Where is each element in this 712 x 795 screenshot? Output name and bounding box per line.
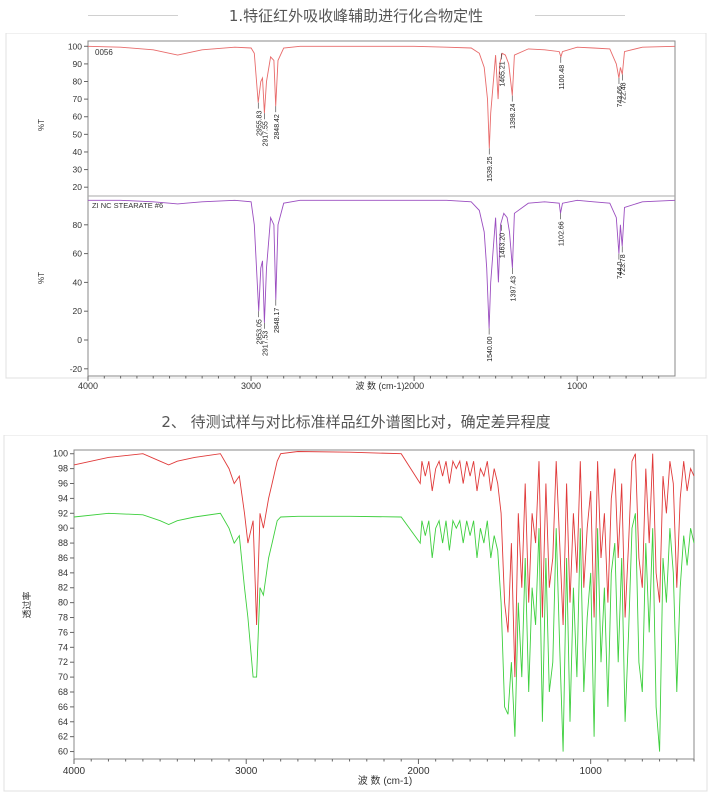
chart1-plot-frame: [87, 40, 676, 377]
chart2-plot-frame: [73, 449, 695, 760]
chart1-xtick-label: 3000: [241, 381, 261, 391]
chart1-reference-series: [88, 199, 676, 329]
chart1-top-ytick-label: 80: [73, 77, 83, 87]
chart2-ytick-label: 96: [58, 479, 68, 489]
chart1-bottom-peak-label: 1102.66: [558, 221, 565, 246]
chart2-ytick-label: 98: [58, 464, 68, 474]
chart1-bottom-ytick-label: -20: [70, 364, 83, 374]
chart1-top-peak-label: 2955.83: [256, 111, 263, 136]
chart2-ytick-label: 100: [53, 449, 68, 459]
chart2-ytick-label: 74: [58, 642, 68, 652]
chart2-xlabel: 波 数 (cm-1): [358, 774, 412, 787]
chart1-top-peak-label: 722.48: [620, 82, 627, 104]
chart2-ytick-label: 70: [58, 672, 68, 682]
chart1-top-ylabel: %T: [37, 119, 46, 131]
section1-rule-left: [88, 15, 178, 16]
chart2-xtick-label: 2000: [407, 766, 430, 777]
chart1-top-ytick-label: 100: [68, 41, 82, 51]
chart1-sample-series: [87, 45, 676, 149]
chart2-reference-series: [73, 512, 695, 752]
chart2-ytick-label: 60: [58, 747, 68, 757]
chart1-border: [5, 33, 707, 379]
chart2-ytick-label: 72: [58, 657, 68, 667]
chart1-bottom-peak-label: 2917.53: [263, 331, 270, 356]
chart1-xtick-label: 4000: [78, 381, 98, 391]
chart2-ytick-label: 92: [58, 508, 68, 518]
chart2-ytick-label: 82: [58, 583, 68, 593]
chart2-ytick-label: 88: [58, 538, 68, 548]
chart2-ytick-label: 80: [58, 598, 68, 608]
section2-title: 2、 待测试样与对比标准样品红外谱图比对，确定差异程度: [0, 411, 712, 432]
chart2-ytick-label: 78: [58, 613, 68, 623]
chart1-bottom-ytick-label: 20: [73, 306, 83, 316]
chart1-top-ytick-label: 20: [73, 182, 83, 192]
chart1-bottom-ytick-label: 80: [73, 220, 83, 230]
chart1-top-peak-label: 2917.55: [262, 121, 269, 146]
chart1-top-peak-label: 1100.48: [559, 65, 566, 90]
chart2-ytick-label: 66: [58, 702, 68, 712]
chart2-sample-series: [73, 451, 695, 678]
chart1-ir-spectrum: 20 30 40 50 60 70 80 90 100 -20 0 20 40 60 80 4000 3000 2…: [5, 33, 707, 391]
chart2-xtick-label: 1000: [580, 766, 603, 777]
chart1-bottom-ytick-label: 60: [73, 249, 83, 259]
chart2-ytick-label: 90: [58, 523, 68, 533]
chart1-top-ytick-label: 50: [73, 129, 83, 139]
chart1-top-ytick-label: 70: [73, 94, 83, 104]
chart1-xtick-label: 2000: [404, 381, 424, 391]
chart2-ytick-label: 64: [58, 717, 68, 727]
section1-title: 1.特征红外吸收峰辅助进行化合物定性: [0, 5, 712, 26]
chart1-bottom-peak-label: 723.78: [620, 254, 627, 276]
chart2-ytick-label: 94: [58, 493, 68, 503]
chart1-bottom-ytick-label: 40: [73, 277, 83, 287]
chart2-ytick-label: 68: [58, 687, 68, 697]
chart2-xtick-label: 3000: [235, 766, 258, 777]
chart2-border: [3, 435, 708, 792]
chart1-top-ytick-label: 40: [73, 147, 83, 157]
chart2-xtick-label: 4000: [63, 766, 86, 777]
section1-title-text: 1.特征红外吸收峰辅助进行化合物定性: [228, 7, 484, 25]
chart1-sample-label: 0056: [95, 48, 113, 57]
chart1-bottom-peak-label: 1463.20: [500, 233, 507, 258]
chart2-ir-comparison: 60 62 64 66 68 70 72 74 76 78 80 82 84 86 88 90 92 94 96 98…: [3, 435, 708, 792]
chart1-bottom-peak-label: 1540.00: [487, 336, 494, 361]
chart1-xtick-label: 1000: [567, 381, 587, 391]
chart1-xlabel: 波 数 (cm-1): [356, 380, 405, 391]
section2-title-text: 2、 待测试样与对比标准样品红外谱图比对，确定差异程度: [161, 413, 551, 431]
chart2-ytick-label: 86: [58, 553, 68, 563]
chart2-ytick-label: 84: [58, 568, 68, 578]
chart1-bottom-ylabel: %T: [37, 272, 46, 284]
chart1-top-peak-label: 1465.21: [499, 61, 506, 86]
chart1-top-peak-label: 1539.25: [487, 156, 494, 181]
chart1-bottom-peak-label: 2953.05: [257, 319, 264, 344]
chart1-top-ytick-label: 90: [73, 59, 83, 69]
chart1-top-ytick-label: 60: [73, 112, 83, 122]
chart1-bottom-peak-label: 2848.17: [274, 308, 281, 333]
chart1-reference-label: ZI NC STEARATE #6: [92, 201, 163, 210]
chart1-bottom-peak-label: 1397.43: [510, 276, 517, 301]
chart2-ylabel: 透过率: [21, 591, 32, 618]
section1-rule-right: [535, 15, 625, 16]
chart2-ytick-label: 62: [58, 732, 68, 742]
chart1-top-peak-label: 743.66: [617, 86, 624, 108]
chart1-top-peak-label: 2848.42: [274, 114, 281, 139]
chart1-top-ytick-label: 30: [73, 165, 83, 175]
chart1-bottom-ytick-label: 0: [77, 335, 82, 345]
chart1-top-peak-label: 1398.24: [510, 104, 517, 129]
chart1-bottom-peak-label: 744.0: [617, 262, 624, 280]
chart2-ytick-label: 76: [58, 627, 68, 637]
